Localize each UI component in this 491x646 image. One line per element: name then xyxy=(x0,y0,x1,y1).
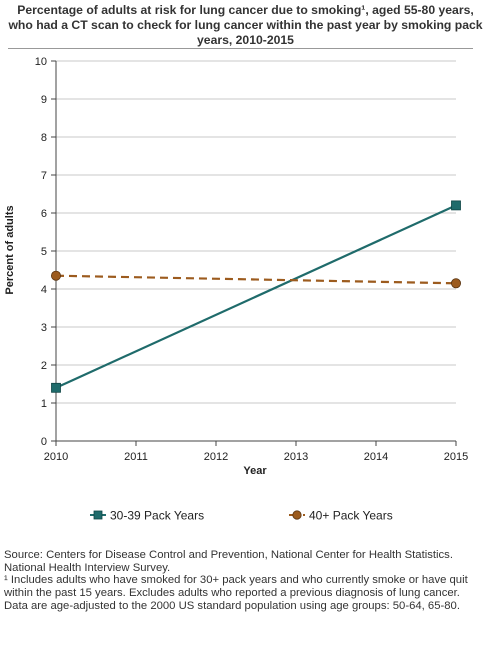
series-line xyxy=(55,204,457,389)
x-tick-label: 2013 xyxy=(284,451,308,463)
source-note: Source: Centers for Disease Control and … xyxy=(4,549,453,574)
y-tick-label: 1 xyxy=(41,398,47,410)
series-line xyxy=(55,274,457,285)
data-point xyxy=(450,278,461,289)
grid-lines xyxy=(56,60,456,404)
x-tick-label: 2012 xyxy=(204,451,228,463)
legend-label: 40+ Pack Years xyxy=(309,509,393,523)
chart-title: Percentage of adults at risk for lung ca… xyxy=(8,3,483,47)
y-axis-label: Percent of adults xyxy=(4,205,16,294)
x-axis-ticks: 2010 2011 2012 2013 2014 2015 xyxy=(44,441,468,463)
y-axis-ticks: 0 1 2 3 4 5 6 7 8 9 10 xyxy=(35,56,56,448)
line-chart: 0 1 2 3 4 5 6 7 8 9 10 2010 2011 2012 2013 2014 2015 Pe… xyxy=(4,56,468,523)
x-tick-label: 2015 xyxy=(444,451,468,463)
y-tick-label: 4 xyxy=(41,284,47,296)
y-tick-label: 7 xyxy=(41,170,47,182)
y-tick-label: 9 xyxy=(41,94,47,106)
data-point xyxy=(51,382,61,393)
legend: 30-39 Pack Years 40+ Pack Years xyxy=(90,509,393,523)
x-tick-label: 2014 xyxy=(364,451,388,463)
y-tick-label: 2 xyxy=(41,360,47,372)
x-tick-label: 2010 xyxy=(44,451,68,463)
legend-marker xyxy=(93,510,103,520)
footnote-2: Data are age-adjusted to the 2000 US sta… xyxy=(4,599,460,612)
title-divider xyxy=(8,48,473,49)
y-tick-label: 6 xyxy=(41,208,47,220)
y-tick-label: 0 xyxy=(41,436,47,448)
y-tick-label: 8 xyxy=(41,132,47,144)
y-tick-label: 3 xyxy=(41,322,47,334)
legend-label: 30-39 Pack Years xyxy=(110,509,204,523)
chart-footer: Source: Centers for Disease Control and … xyxy=(4,549,490,613)
legend-marker xyxy=(292,510,302,520)
x-tick-label: 2011 xyxy=(124,451,148,463)
data-point xyxy=(451,200,461,211)
footnote-1: ¹ Includes adults who have smoked for 30… xyxy=(4,574,468,600)
y-tick-label: 10 xyxy=(35,56,47,68)
series-layer xyxy=(51,200,461,393)
y-tick-label: 5 xyxy=(41,246,47,258)
x-axis-label: Year xyxy=(243,465,267,477)
data-point xyxy=(51,270,62,281)
